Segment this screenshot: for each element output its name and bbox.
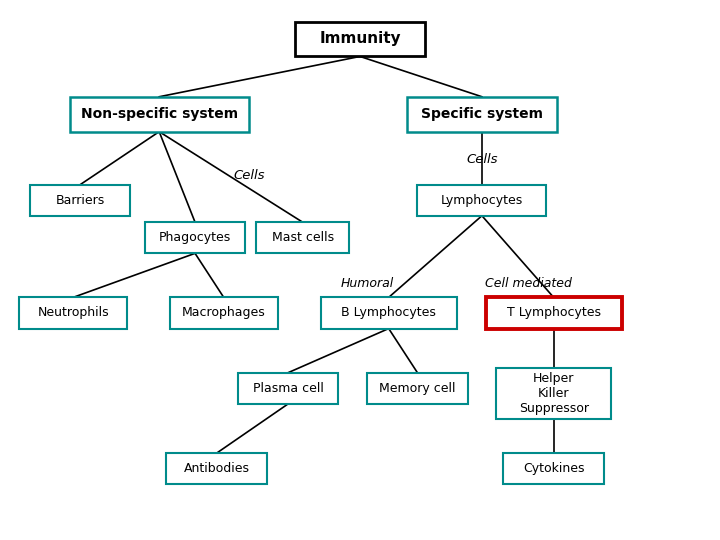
FancyBboxPatch shape: [320, 298, 456, 328]
FancyBboxPatch shape: [367, 373, 467, 404]
FancyBboxPatch shape: [496, 368, 611, 419]
Text: Specific system: Specific system: [421, 107, 543, 121]
Text: Lymphocytes: Lymphocytes: [441, 194, 523, 207]
FancyBboxPatch shape: [238, 373, 338, 404]
Text: Memory cell: Memory cell: [379, 382, 456, 395]
FancyBboxPatch shape: [30, 185, 130, 216]
Text: Immunity: Immunity: [319, 31, 401, 46]
FancyBboxPatch shape: [407, 97, 557, 132]
FancyBboxPatch shape: [418, 185, 546, 216]
Text: Helper
Killer
Suppressor: Helper Killer Suppressor: [518, 372, 589, 415]
FancyBboxPatch shape: [170, 298, 277, 328]
Text: Cells: Cells: [233, 170, 264, 183]
Text: Phagocytes: Phagocytes: [159, 231, 231, 244]
FancyBboxPatch shape: [485, 298, 622, 328]
Text: B Lymphocytes: B Lymphocytes: [341, 307, 436, 320]
FancyBboxPatch shape: [295, 22, 425, 57]
Text: Mast cells: Mast cells: [271, 231, 333, 244]
Text: Plasma cell: Plasma cell: [253, 382, 324, 395]
FancyBboxPatch shape: [19, 298, 127, 328]
Text: Non-specific system: Non-specific system: [81, 107, 238, 121]
Text: Macrophages: Macrophages: [182, 307, 266, 320]
FancyBboxPatch shape: [503, 453, 604, 484]
FancyBboxPatch shape: [256, 222, 349, 253]
Text: Cell mediated: Cell mediated: [485, 277, 572, 290]
Text: Cells: Cells: [466, 153, 498, 166]
Text: Neutrophils: Neutrophils: [37, 307, 109, 320]
FancyBboxPatch shape: [145, 222, 246, 253]
Text: Cytokines: Cytokines: [523, 462, 585, 475]
Text: T Lymphocytes: T Lymphocytes: [507, 307, 600, 320]
Text: Barriers: Barriers: [55, 194, 105, 207]
FancyBboxPatch shape: [166, 453, 267, 484]
Text: Humoral: Humoral: [341, 277, 394, 290]
Text: Antibodies: Antibodies: [184, 462, 250, 475]
FancyBboxPatch shape: [70, 97, 249, 132]
